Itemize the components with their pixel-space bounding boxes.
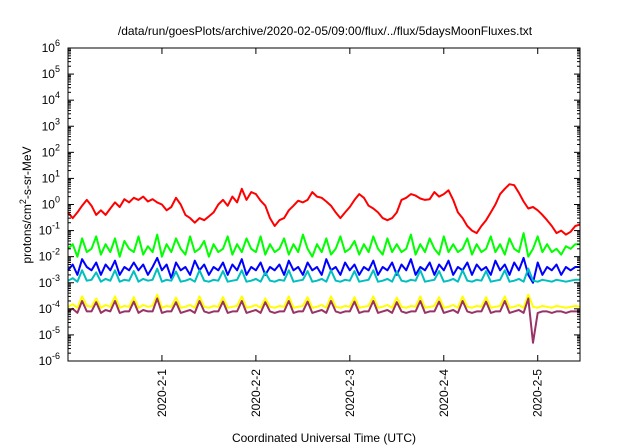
series-line-4 — [67, 267, 580, 283]
x-axis-label: Coordinated Universal Time (UTC) — [232, 431, 416, 445]
y-axis-label: protons/cm2-s-sr-MeV — [18, 146, 34, 263]
x-tick-label: 2020-2-5 — [531, 369, 545, 417]
y-tick-label: 10-2 — [39, 247, 60, 264]
x-tick-label: 2020-2-2 — [249, 369, 263, 417]
y-tick-label: 10-5 — [39, 325, 60, 342]
y-tick-label: 10-6 — [39, 351, 60, 368]
series-layer — [67, 183, 581, 344]
y-tick-label: 100 — [42, 195, 60, 212]
plot-frame — [67, 47, 581, 362]
y-tick-label: 102 — [42, 142, 60, 159]
series-line-2 — [67, 232, 580, 258]
series-line-5 — [67, 293, 581, 309]
y-tick-label: 101 — [42, 168, 60, 185]
chart-title: /data/run/goesPlots/archive/2020-02-05/0… — [118, 24, 533, 38]
series-line-3 — [67, 256, 580, 284]
y-tick-label: 103 — [42, 116, 60, 133]
x-tick-label: 2020-2-3 — [343, 369, 357, 417]
y-tick-label: 10-4 — [39, 299, 60, 316]
series-line-6 — [67, 297, 580, 344]
y-tick-label: 10-1 — [39, 221, 60, 238]
y-tick-label: 104 — [42, 90, 60, 107]
x-tick-label: 2020-2-4 — [437, 369, 451, 417]
y-tick-label: 105 — [42, 64, 60, 81]
series-line-1 — [67, 183, 581, 236]
y-axis: 10-6 10-5 10-4 10-3 10-2 10-1 100 101 102 103 104 1… — [39, 38, 580, 368]
y-tick-label: 10-3 — [39, 273, 60, 290]
x-axis: 2020-2-1 2020-2-2 2020-2-3 2020-2-4 2020-2-5 — [155, 48, 545, 417]
y-tick-label: 106 — [42, 38, 60, 55]
x-tick-label: 2020-2-1 — [155, 369, 169, 417]
